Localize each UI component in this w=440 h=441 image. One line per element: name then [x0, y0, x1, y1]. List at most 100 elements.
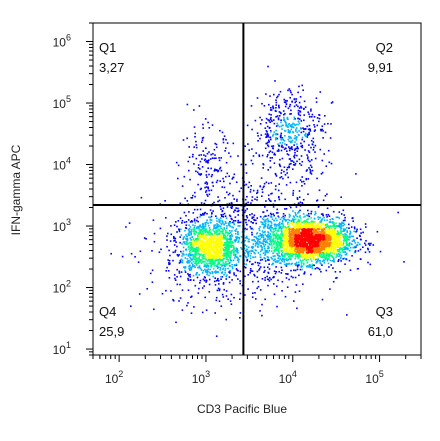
event-dot [213, 256, 215, 258]
event-dot [227, 260, 229, 262]
event-dot [277, 124, 280, 127]
event-dot [309, 128, 311, 131]
event-dot [249, 214, 251, 216]
event-dot [274, 223, 277, 226]
event-dot [257, 140, 259, 142]
event-dot [202, 255, 205, 258]
event-dot [219, 243, 221, 246]
event-dot [337, 236, 340, 238]
event-dot [282, 244, 284, 246]
event-dot [195, 263, 198, 265]
event-dot [317, 218, 320, 220]
event-dot [259, 185, 262, 188]
event-dot [295, 263, 298, 266]
event-dot [282, 146, 284, 149]
event-dot [327, 122, 329, 125]
event-dot [303, 258, 306, 261]
event-dot [235, 228, 238, 230]
event-dot [304, 128, 307, 130]
event-dot [201, 248, 204, 250]
event-dot [234, 239, 237, 242]
event-dot [235, 236, 237, 238]
event-dot [199, 188, 202, 191]
event-dot [240, 246, 242, 249]
event-dot [329, 288, 331, 290]
event-dot [207, 187, 209, 190]
event-dot [204, 182, 206, 185]
event-dot [338, 222, 341, 225]
event-dot [342, 222, 345, 224]
event-dot [277, 261, 279, 263]
event-dot [318, 120, 320, 123]
event-dot [287, 176, 289, 179]
event-dot [217, 228, 219, 231]
event-dot [233, 248, 236, 251]
event-dot [340, 245, 343, 247]
event-dot [229, 222, 232, 224]
event-dot [278, 93, 280, 96]
event-dot [276, 235, 279, 237]
event-dot [348, 223, 350, 226]
event-dot [317, 224, 319, 227]
event-dot [254, 275, 256, 277]
event-dot [208, 238, 210, 241]
event-dot [331, 256, 333, 258]
event-dot [296, 266, 299, 268]
event-dot [218, 225, 221, 227]
event-dot [205, 259, 208, 261]
event-dot [262, 163, 264, 165]
event-dot [220, 230, 223, 233]
event-dot [278, 244, 280, 246]
event-dot [296, 198, 299, 200]
event-dot [332, 280, 335, 283]
event-dot [224, 150, 226, 152]
event-dot [288, 165, 290, 168]
event-dot [230, 206, 232, 209]
event-dot [344, 233, 346, 235]
event-dot [270, 250, 273, 252]
event-dot [322, 230, 324, 232]
event-dot [317, 235, 320, 237]
event-dot [211, 260, 214, 263]
event-dot [206, 264, 208, 267]
event-dot [285, 121, 287, 124]
event-dot [215, 279, 218, 282]
event-dot [288, 251, 291, 254]
event-dot [202, 222, 204, 225]
event-dot [318, 222, 321, 224]
event-dot [257, 237, 259, 240]
event-dot [271, 157, 273, 159]
event-dot [301, 221, 303, 224]
event-dot [268, 119, 270, 122]
event-dot [231, 178, 234, 180]
event-dot [208, 262, 210, 265]
event-dot [187, 260, 189, 262]
event-dot [347, 248, 349, 251]
event-dot [216, 226, 218, 229]
event-dot [341, 244, 344, 246]
event-dot [310, 210, 313, 213]
event-dot [195, 231, 198, 234]
event-dot [205, 186, 208, 188]
event-dot [263, 225, 265, 228]
event-dot [205, 258, 207, 260]
event-dot [233, 296, 235, 299]
event-dot [259, 137, 261, 140]
event-dot [320, 229, 323, 231]
event-dot [341, 222, 344, 224]
event-dot [188, 248, 190, 251]
event-dot [267, 141, 269, 144]
event-dot [292, 221, 295, 223]
event-dot [346, 231, 348, 233]
event-dot [312, 225, 315, 227]
event-dot [283, 261, 285, 263]
event-dot [339, 251, 341, 254]
event-dot [272, 259, 275, 262]
event-dot [299, 228, 302, 230]
event-dot [299, 251, 301, 254]
event-dot [201, 228, 204, 231]
event-dot [321, 218, 324, 220]
event-dot [285, 277, 288, 279]
event-dot [278, 251, 280, 253]
event-dot [332, 260, 335, 263]
